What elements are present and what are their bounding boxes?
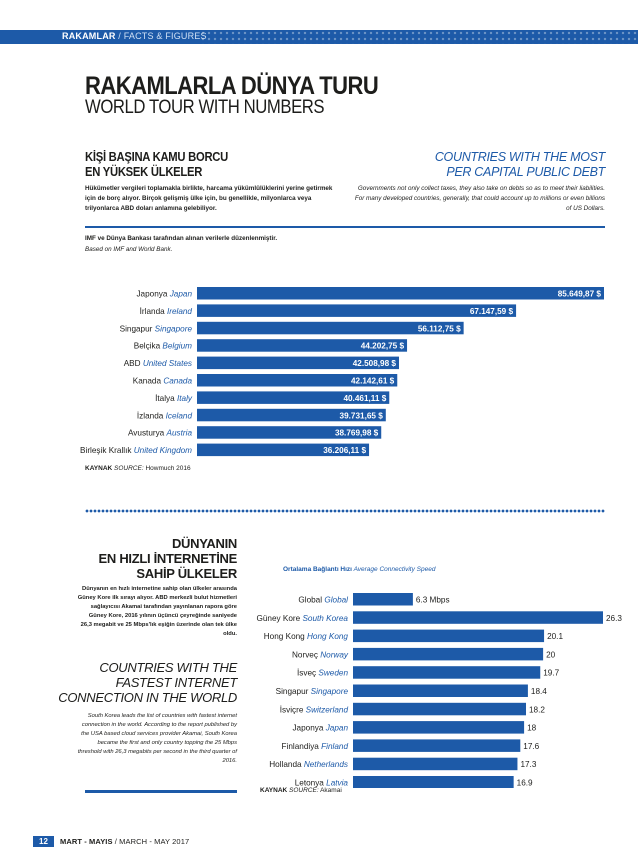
speed-value-label: 19.7 bbox=[543, 669, 559, 678]
speed-value-label: 17.6 bbox=[523, 742, 539, 751]
debt-value-label: 44.202,75 $ bbox=[361, 342, 405, 351]
speed-bar bbox=[353, 721, 525, 734]
debt-bar-chart: 85.649,87 $ Japonya Japan 67.147,59 $ İrlan… bbox=[80, 287, 604, 457]
dotted-separator bbox=[85, 508, 605, 514]
speed-value-label: 17.3 bbox=[520, 760, 536, 769]
debt-category-label: Kanada Canada bbox=[133, 377, 193, 386]
debt-category-label: Japonya Japan bbox=[136, 290, 192, 299]
speed-category-label: Singapur Singapore bbox=[276, 687, 349, 696]
debt-desc-tr: Hükümetler vergileri toplamakla birlikte… bbox=[85, 185, 333, 212]
internet-desc-en: South Korea leads the list of countries … bbox=[77, 713, 237, 764]
speed-bar bbox=[353, 739, 521, 752]
debt-bar bbox=[197, 287, 604, 300]
internet-speed-bar-chart: 6.3 Mbps Global Global 26.3 Güney Kore Sout… bbox=[257, 593, 622, 788]
speed-category-label: İsveç Sweden bbox=[297, 668, 348, 678]
debt-value-label: 36.206,11 $ bbox=[323, 446, 366, 455]
debt-category-label: ABD United States bbox=[124, 359, 192, 368]
debt-title-en: COUNTRIES WITH THE MOST PER CAPITAL PUBL… bbox=[434, 150, 605, 179]
speed-bar bbox=[353, 611, 603, 624]
debt-note-tr: IMF ve Dünya Bankası tarafından alınan v… bbox=[85, 235, 278, 242]
speed-bar bbox=[353, 684, 528, 697]
debt-value-label: 56.112,75 $ bbox=[418, 324, 461, 333]
section-header-band: RAKAMLAR / FACTS & FIGURES bbox=[0, 30, 638, 44]
page-number: 12 bbox=[33, 836, 54, 847]
speed-category-label: Hong Kong Hong Kong bbox=[264, 632, 349, 641]
speed-value-label: 18.4 bbox=[531, 687, 547, 696]
debt-bar bbox=[197, 391, 390, 404]
debt-value-label: 39.731,65 $ bbox=[340, 411, 384, 420]
speed-bar bbox=[353, 666, 541, 679]
debt-category-label: İrlanda Ireland bbox=[140, 306, 193, 316]
speed-category-label: Norveç Norway bbox=[292, 650, 349, 659]
speed-category-label: Letonya Latvia bbox=[295, 779, 349, 788]
debt-category-label: Birleşik Krallık United Kingdom bbox=[80, 446, 192, 455]
speed-value-label: 20.1 bbox=[547, 632, 563, 641]
internet-source: KAYNAK SOURCE: Akamai bbox=[260, 787, 342, 794]
speed-value-label: 6.3 Mbps bbox=[416, 596, 450, 605]
debt-bar bbox=[197, 356, 399, 370]
debt-bar bbox=[197, 408, 386, 422]
section-divider bbox=[85, 226, 605, 228]
internet-title-en: COUNTRIES WITH THE FASTEST INTERNET CONN… bbox=[58, 660, 237, 705]
debt-value-label: 38.769,98 $ bbox=[335, 429, 379, 438]
debt-value-label: 67.147,59 $ bbox=[470, 307, 514, 316]
speed-bar bbox=[353, 757, 518, 771]
debt-bar bbox=[197, 321, 464, 335]
speed-category-label: Güney Kore South Korea bbox=[257, 614, 349, 623]
internet-desc-tr: Dünyanın en hızlı internetine sahip olan… bbox=[77, 586, 237, 637]
speed-value-label: 16.9 bbox=[517, 779, 533, 788]
page-subtitle: WORLD TOUR WITH NUMBERS bbox=[85, 97, 325, 118]
speed-value-label: 26.3 bbox=[606, 614, 622, 623]
page-title: RAKAMLARLA DÜNYA TURU bbox=[85, 72, 379, 100]
debt-bar bbox=[197, 304, 517, 317]
section-tag: RAKAMLAR / FACTS & FIGURES bbox=[62, 31, 207, 41]
speed-category-label: Hollanda Netherlands bbox=[269, 760, 348, 769]
page-footer: 12 MART - MAYIS / MARCH - MAY 2017 bbox=[0, 836, 638, 847]
debt-desc-en: Governments not only collect taxes, they… bbox=[354, 185, 605, 212]
debt-category-label: İzlanda Iceland bbox=[137, 410, 193, 420]
speed-bar bbox=[353, 702, 527, 716]
issue-date: MART - MAYIS / MARCH - MAY 2017 bbox=[60, 837, 190, 846]
debt-category-label: Belçika Belgium bbox=[134, 342, 192, 351]
speed-bar bbox=[353, 647, 544, 661]
speed-value-label: 18.2 bbox=[529, 705, 545, 714]
speed-bar bbox=[353, 776, 514, 788]
debt-category-label: İtalya Italy bbox=[155, 393, 193, 403]
header-dot-pattern bbox=[200, 30, 638, 44]
debt-source: KAYNAK SOURCE: Howmuch 2016 bbox=[85, 465, 191, 472]
speed-category-label: Global Global bbox=[298, 596, 348, 605]
debt-bar bbox=[197, 374, 398, 387]
debt-bar bbox=[197, 339, 408, 352]
debt-category-label: Avusturya Austria bbox=[128, 429, 192, 438]
speed-value-label: 20 bbox=[546, 650, 556, 659]
speed-chart-caption: Ortalama Bağlantı Hızı Average Connectiv… bbox=[283, 566, 436, 573]
internet-title-tr: DÜNYANIN EN HIZLI İNTERNETİNE SAHİP ÜLKE… bbox=[98, 536, 238, 581]
internet-section-rule bbox=[85, 790, 237, 793]
debt-bar bbox=[197, 443, 370, 457]
speed-category-label: Finlandiya Finland bbox=[282, 742, 349, 751]
debt-bar bbox=[197, 426, 382, 439]
speed-bar bbox=[353, 593, 413, 606]
debt-category-label: Singapur Singapore bbox=[120, 324, 193, 333]
debt-value-label: 40.461,11 $ bbox=[343, 394, 386, 403]
debt-title-tr: KİŞİ BAŞINA KAMU BORCU EN YÜKSEK ÜLKELER bbox=[85, 150, 229, 179]
debt-value-label: 85.649,87 $ bbox=[558, 290, 602, 299]
speed-category-label: İsviçre Switzerland bbox=[280, 704, 349, 714]
debt-note-en: Based on IMF and World Bank. bbox=[85, 246, 173, 253]
speed-value-label: 18 bbox=[527, 724, 537, 733]
debt-value-label: 42.508,98 $ bbox=[353, 359, 397, 368]
speed-category-label: Japonya Japan bbox=[292, 724, 348, 733]
speed-bar bbox=[353, 629, 545, 643]
debt-value-label: 42.142,61 $ bbox=[351, 377, 395, 386]
